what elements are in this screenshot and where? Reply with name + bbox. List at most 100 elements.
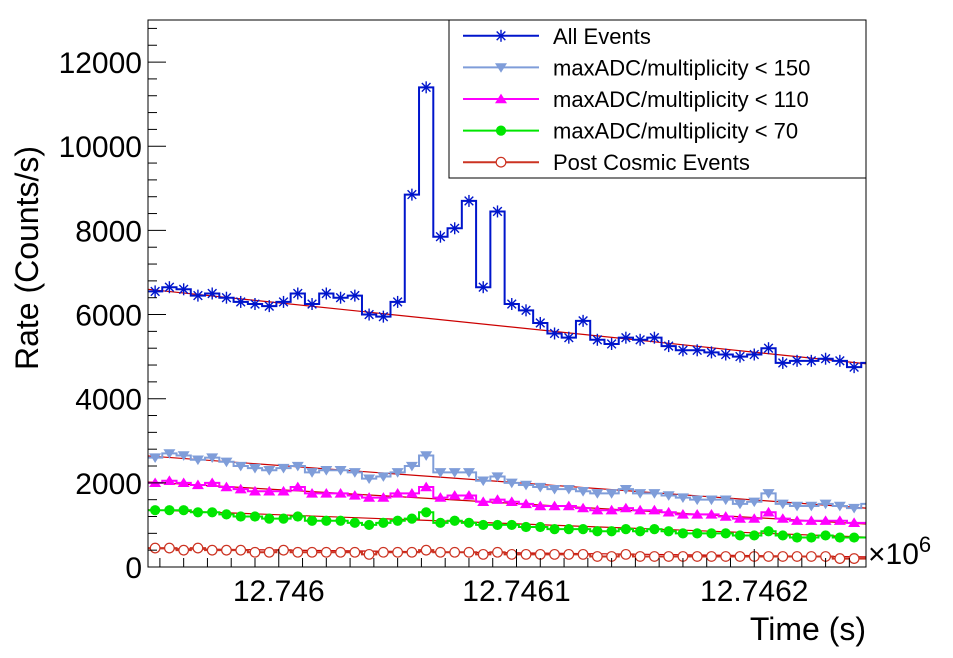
series-0-point-41 [733, 350, 746, 363]
series-4-point-39-shape [706, 551, 717, 562]
series-1-point-9 [277, 463, 290, 474]
series-0-point-30 [577, 314, 590, 327]
series-4-point-46 [805, 551, 817, 562]
series-1-point-44-shape [776, 499, 789, 510]
y-tick-label-4: 8000 [75, 215, 142, 248]
x-tick-label-0: 12.746 [233, 575, 325, 608]
series-0-point-9 [277, 295, 290, 308]
series-0-point-44 [776, 356, 789, 369]
y-tick-label-5: 10000 [59, 131, 142, 164]
series-2-point-14-shape [348, 490, 361, 500]
series-2-point-12-shape [320, 487, 333, 498]
series-2-point-41 [733, 513, 746, 523]
x-exponent-power: 6 [919, 532, 931, 557]
series-2-point-16 [377, 492, 390, 502]
series-2-point-35-shape [648, 504, 661, 515]
series-1-point-8-shape [263, 466, 276, 476]
series-2-point-4-shape [206, 477, 219, 488]
series-2-point-5 [220, 481, 233, 492]
series-4-point-21 [449, 546, 461, 558]
series-3-point-5-shape [221, 509, 232, 520]
series-1-point-19-shape [420, 451, 433, 461]
series-4-point-16-shape [377, 546, 389, 558]
series-0-point-42 [748, 348, 761, 361]
series-2-point-36 [662, 506, 675, 517]
series-2-point-12 [320, 487, 333, 498]
series-4-point-40 [720, 551, 732, 562]
series-2-point-33-shape [619, 502, 632, 513]
series-0-point-10-stroke-3 [292, 288, 303, 299]
series-0-point-6-stroke-3 [235, 297, 246, 307]
series-4 [148, 542, 866, 564]
series-2-point-11-shape [306, 487, 319, 498]
series-3-point-11 [306, 515, 318, 526]
series-2-point-17 [391, 487, 404, 498]
series-2-point-38 [691, 509, 704, 519]
series-3-point-49-shape [849, 532, 860, 543]
series-4-point-2-shape [178, 544, 190, 556]
series-3-point-25 [506, 519, 517, 531]
series-0-point-3 [191, 289, 204, 302]
series-3-point-44 [777, 530, 788, 541]
series-0-point-14 [348, 289, 361, 302]
series-0-point-48-stroke-3 [835, 356, 845, 366]
series-2-point-28-shape [548, 500, 561, 511]
series-2-point-43-shape [762, 506, 775, 517]
series-1-point-4-shape [206, 453, 219, 463]
series-3-point-30-shape [577, 524, 589, 535]
series-1-point-26 [520, 480, 533, 491]
series-2-point-41-shape [733, 513, 746, 523]
series-1-point-40 [719, 495, 732, 506]
x-exponent-label: ×106 [868, 532, 931, 571]
series-3-point-31 [592, 526, 603, 537]
series-4-point-4 [206, 544, 218, 556]
series-3-point-10 [292, 511, 303, 522]
series-2-point-23 [477, 496, 490, 506]
series-4-point-48 [834, 553, 846, 564]
series-2-point-9-shape [277, 485, 290, 496]
series-3-point-33-shape [620, 524, 631, 535]
series-4-point-21-shape [449, 546, 461, 558]
series-4-point-1 [163, 542, 175, 554]
series-1-point-33 [619, 484, 632, 495]
series-0-point-29 [562, 331, 575, 344]
series-3-point-21-shape [449, 515, 460, 526]
series-2-point-13 [334, 487, 347, 498]
series-2-point-0 [149, 477, 162, 488]
series-3-point-48 [834, 532, 845, 543]
series-4-point-29 [563, 548, 575, 560]
series-4-point-25-shape [506, 548, 518, 560]
series-4-point-46-shape [805, 551, 817, 562]
series-3-point-16 [378, 517, 389, 528]
series-4-point-45-shape [791, 551, 803, 562]
series-1-point-37-shape [676, 493, 689, 503]
series-1-point-13-shape [334, 466, 347, 476]
series-2-point-36-shape [662, 506, 675, 517]
series-2-point-7-shape [248, 485, 261, 496]
series-1-point-3-shape [191, 455, 204, 466]
series-1-point-15 [363, 474, 376, 485]
series-0-point-32 [605, 337, 618, 350]
series-2-point-37-shape [676, 509, 689, 519]
series-4-point-3-shape [192, 542, 204, 554]
series-1-point-19 [420, 451, 433, 461]
series-1-point-7-shape [248, 463, 261, 474]
series-0-point-49-stroke-3 [849, 362, 859, 372]
series-0-point-22 [462, 194, 475, 207]
series-3-point-34-shape [635, 526, 646, 537]
series-0-point-31-stroke-3 [592, 334, 603, 345]
series-0-point-19-stroke-3 [421, 82, 431, 93]
series-3-point-19 [421, 507, 432, 518]
series-4-point-35-shape [649, 551, 660, 562]
series-1-point-15-shape [363, 474, 376, 485]
series-0-point-22-stroke-3 [464, 196, 474, 206]
series-3-point-3 [192, 507, 204, 518]
series-1-point-16 [377, 472, 390, 482]
series-0-point-49 [848, 361, 861, 374]
series-2-point-8-shape [263, 485, 276, 496]
series-2-point-20-shape [434, 492, 447, 502]
series-1-point-45 [791, 501, 804, 512]
series-2-point-15 [363, 492, 376, 502]
series-3-point-14-shape [349, 517, 360, 528]
series-0-point-34-stroke-3 [635, 334, 645, 345]
